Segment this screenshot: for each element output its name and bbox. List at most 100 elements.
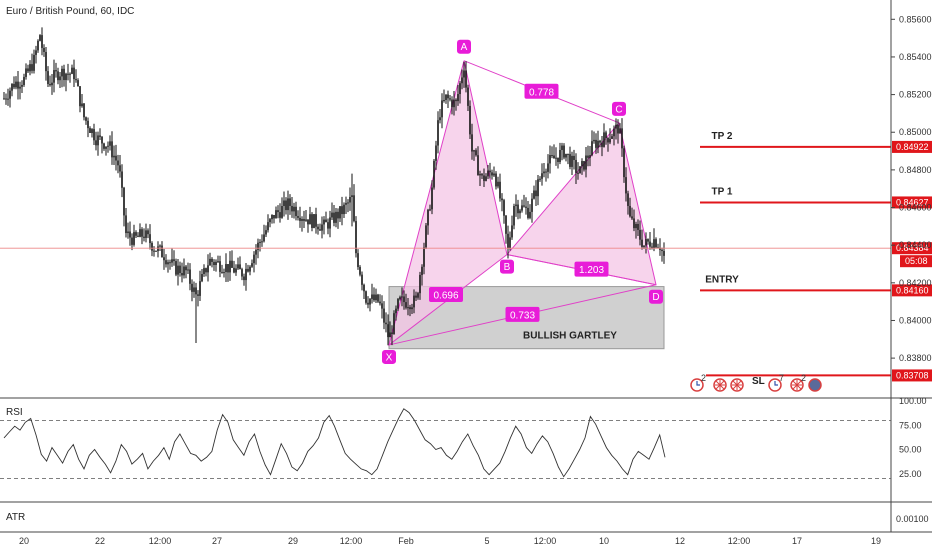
candle-body — [471, 134, 473, 152]
candle-body — [253, 254, 255, 264]
candle-body — [489, 170, 491, 173]
countdown-label: 05:08 — [905, 256, 928, 266]
candle-body — [293, 206, 295, 212]
candle-body — [371, 294, 373, 299]
candle-body — [567, 153, 569, 155]
eu-flag-icon[interactable] — [808, 378, 822, 392]
candle-body — [95, 140, 97, 146]
pattern-ratios: 0.778 0.696 1.203 0.733 — [429, 83, 609, 322]
candle-body — [323, 219, 325, 225]
candle-body — [519, 210, 521, 214]
level-price-box — [892, 140, 932, 153]
economic-event-icons[interactable]: 2 SL 7 2 — [690, 373, 822, 392]
candle-body — [481, 174, 483, 176]
candle-body — [173, 259, 175, 262]
price-tick-label: 0.84800 — [899, 165, 932, 175]
trade-levels[interactable]: TP 2 0.84922 TP 1 0.84627 ENTRY 0.84160 0.8370… — [0, 131, 932, 382]
candle-body — [377, 294, 379, 302]
ratio-box — [524, 83, 559, 99]
candle-body — [407, 307, 409, 309]
candle-body — [47, 71, 49, 85]
candle-body — [139, 229, 141, 237]
candle-body — [273, 214, 275, 219]
event-badge-3: 2 — [801, 373, 806, 383]
candle-body — [105, 146, 107, 149]
candle-body — [445, 94, 447, 100]
atr-panel[interactable]: ATR 0.00100 — [6, 512, 929, 524]
candle-body — [207, 265, 209, 273]
time-axis[interactable]: 20 22 12:00 27 29 12:00 Feb 5 12:00 10 12 12:00 17 19 — [19, 536, 881, 546]
level-price-box — [892, 284, 932, 297]
candle-body — [151, 243, 153, 251]
candle-body — [499, 181, 501, 199]
candle-body — [523, 205, 525, 207]
candle-body — [325, 219, 327, 223]
candle-body — [295, 206, 297, 217]
candle-body — [213, 261, 215, 265]
candle-body — [239, 264, 241, 270]
candle-body — [69, 73, 71, 75]
candle-body — [113, 155, 115, 158]
candle-body — [633, 218, 635, 229]
time-tick-label: 20 — [19, 536, 29, 546]
ratio-label: 1.203 — [579, 265, 604, 276]
level-price-label: 0.84922 — [896, 142, 929, 152]
candle-body — [61, 68, 63, 77]
candle-body — [335, 211, 337, 223]
candle-body — [299, 217, 301, 221]
candle-body — [485, 176, 487, 181]
candle-body — [197, 294, 199, 296]
candle-body — [455, 99, 457, 102]
candle-body — [599, 140, 601, 143]
candle-body — [27, 68, 29, 72]
candle-body — [387, 324, 389, 338]
candle-body — [561, 145, 563, 151]
candle-body — [189, 269, 191, 284]
clock-hands-icon — [696, 381, 700, 386]
pattern-point-c: C — [615, 104, 622, 115]
candle-body — [663, 250, 665, 256]
candle-body — [163, 257, 165, 261]
candle-body — [655, 239, 657, 248]
candle-body — [89, 128, 91, 134]
price-axis[interactable]: 0.85600 0.85400 0.85200 0.85000 0.84800 0.846… — [891, 14, 932, 363]
time-tick-label: Feb — [398, 536, 414, 546]
candle-body — [237, 264, 239, 269]
level-price-box — [892, 196, 932, 209]
candle-body — [19, 86, 21, 89]
candle-body — [49, 84, 51, 86]
candle-body — [225, 264, 227, 273]
candle-body — [433, 160, 435, 188]
candle-body — [427, 209, 429, 226]
candle-body — [33, 54, 35, 71]
pattern-points: X A B C D — [382, 39, 663, 364]
candle-body — [79, 86, 81, 107]
time-tick-label: 12 — [675, 536, 685, 546]
candle-body — [141, 229, 143, 237]
candle-body — [25, 68, 27, 77]
candle-body — [191, 283, 193, 292]
candle-body — [505, 215, 507, 234]
candle-body — [363, 284, 365, 292]
candle-body — [405, 302, 407, 308]
candle-body — [301, 218, 303, 221]
candle-body — [215, 261, 217, 265]
candle-body — [127, 231, 129, 234]
candle-body — [345, 202, 347, 205]
rsi-panel[interactable]: RSI 100.00 75.00 50.00 25.00 — [0, 396, 927, 480]
price-panel[interactable]: BULLISH GARTLEY TP 2 0.84922 TP 1 0.84627 EN… — [0, 27, 932, 382]
candle-body — [97, 135, 99, 146]
candle-body — [603, 132, 605, 147]
candle-body — [595, 139, 597, 148]
candle-body — [93, 129, 95, 141]
candle-body — [149, 234, 151, 244]
candle-body — [317, 226, 319, 230]
candle-body — [245, 268, 247, 281]
candle-body — [509, 237, 511, 249]
time-tick-label: 22 — [95, 536, 105, 546]
candle-body — [119, 165, 121, 172]
candle-body — [503, 200, 505, 216]
candle-body — [573, 155, 575, 160]
candle-body — [115, 155, 117, 161]
